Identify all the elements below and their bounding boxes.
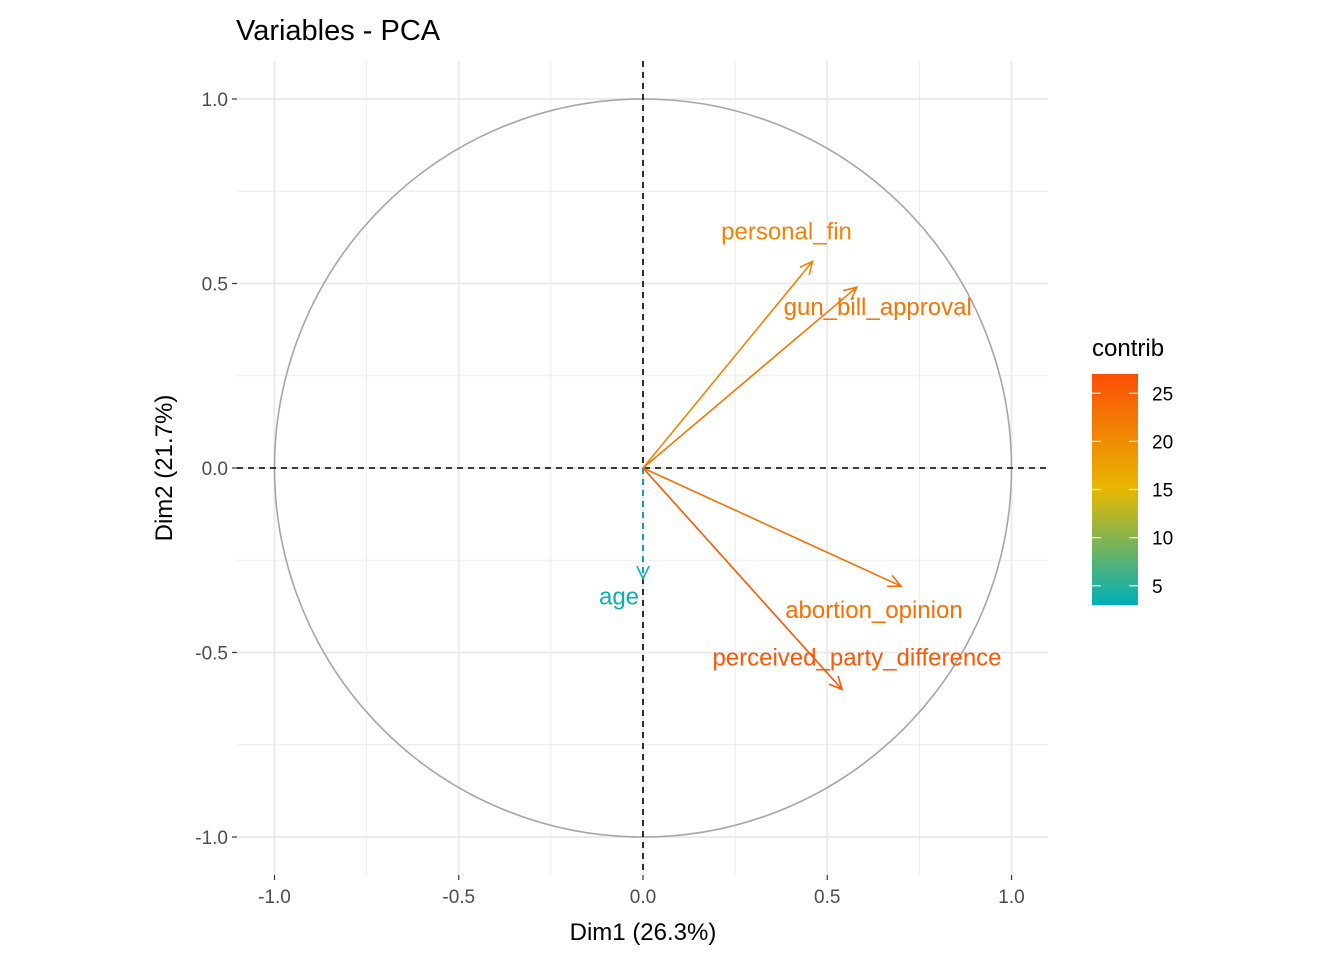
x-axis-title: Dim1 (26.3%): [570, 919, 717, 946]
y-tick-label: 0.5: [202, 275, 228, 296]
y-tick-label: 1.0: [202, 90, 228, 111]
arrow-gun_bill_approval: [642, 286, 858, 469]
arrow-personal_fin: [642, 260, 814, 469]
variable-labels: personal_fin gun_bill_approval abortion_op…: [599, 218, 1002, 671]
legend-tick-label: 25: [1152, 384, 1173, 405]
variable-label-age: age: [599, 584, 639, 611]
legend-tick-label: 10: [1152, 529, 1173, 550]
x-tick-label: -1.0: [258, 887, 291, 908]
legend-ticks: 5 10 15 20 25: [1092, 384, 1173, 598]
variable-label-abortion_opinion: abortion_opinion: [785, 597, 962, 624]
contrib-legend: contrib 5 10 15 20 25: [1092, 335, 1173, 605]
x-tick-label: -0.5: [442, 887, 475, 908]
axis-tick-labels: -1.0 -0.5 0.0 0.5 1.0 -1.0 -0.5 0.0 0.5 1.0: [195, 90, 1024, 908]
x-tick-label: 0.0: [630, 887, 656, 908]
variable-arrows: [636, 259, 903, 691]
arrowhead-personal_fin: [799, 259, 814, 276]
arrowhead-perceived_party_difference: [828, 675, 844, 691]
arrowhead-age: [636, 565, 650, 581]
arrowhead-abortion_opinion: [886, 574, 903, 588]
arrow-abortion_opinion: [642, 467, 902, 587]
chart-title: Variables - PCA: [236, 15, 441, 47]
x-tick-label: 1.0: [998, 887, 1024, 908]
legend-tick-label: 20: [1152, 432, 1173, 453]
arrowhead-gun_bill_approval: [842, 285, 859, 301]
y-tick-label: 0.0: [202, 459, 228, 480]
y-axis-title: Dim2 (21.7%): [151, 395, 178, 542]
legend-title: contrib: [1092, 335, 1164, 362]
arrow-perceived_party_difference: [642, 467, 843, 690]
x-tick-label: 0.5: [814, 887, 840, 908]
variable-label-perceived_party_difference: perceived_party_difference: [712, 644, 1001, 671]
legend-tick-label: 15: [1152, 481, 1173, 502]
y-tick-label: -0.5: [195, 644, 228, 665]
variable-label-gun_bill_approval: gun_bill_approval: [784, 294, 972, 321]
legend-tick-label: 5: [1152, 577, 1163, 598]
variable-label-personal_fin: personal_fin: [721, 218, 852, 245]
y-tick-label: -1.0: [195, 828, 228, 849]
